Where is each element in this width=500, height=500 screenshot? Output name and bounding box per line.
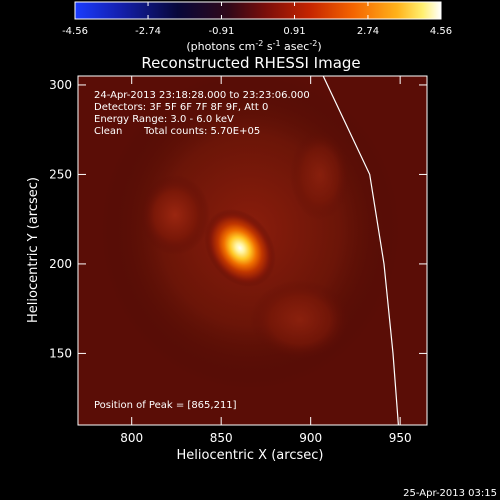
x-tick-label: 800 xyxy=(120,431,143,445)
colorbar-tick-label: 0.91 xyxy=(283,26,305,37)
solar-limb-line xyxy=(322,76,399,425)
y-tick-label: 300 xyxy=(49,78,72,92)
x-axis-label: Heliocentric X (arcsec) xyxy=(177,448,324,463)
x-tick-label: 900 xyxy=(299,431,322,445)
map-lobe-upper xyxy=(290,130,350,220)
y-axis-ticks: 150 200 250 300 xyxy=(49,78,427,360)
x-axis-ticks: 800 850 900 950 xyxy=(120,76,412,445)
info-algorithm: Clean xyxy=(94,126,122,137)
colorbar-units: (photons cm-2 s-1 asec-2) xyxy=(186,39,321,53)
colorbar-tick-label: 4.56 xyxy=(430,26,452,37)
info-detectors: Detectors: 3F 5F 6F 7F 8F 9F, Att 0 xyxy=(94,102,268,113)
peak-position-label: Position of Peak = [865,211] xyxy=(94,400,237,411)
map-lobe-lower xyxy=(250,280,350,360)
footer-timestamp: 25-Apr-2013 03:15 xyxy=(403,488,497,499)
colorbar-bar xyxy=(74,1,442,20)
colorbar-ticks: -4.56 -2.74 -0.91 0.91 2.74 4.56 xyxy=(62,2,452,37)
info-energy-range: Energy Range: 3.0 - 6.0 keV xyxy=(94,114,234,125)
y-axis-label: Heliocentric Y (arcsec) xyxy=(26,177,41,323)
x-tick-label: 950 xyxy=(389,431,412,445)
colorbar-tick-label: -0.91 xyxy=(209,26,235,37)
info-time-range: 24-Apr-2013 23:18:28.000 to 23:23:06.000 xyxy=(94,90,310,101)
colorbar-tick-label: 2.74 xyxy=(357,26,379,37)
y-tick-label: 150 xyxy=(49,346,72,360)
colorbar-tick-label: -2.74 xyxy=(135,26,161,37)
map-image xyxy=(78,76,427,425)
info-total-counts: Total counts: 5.70E+05 xyxy=(143,126,260,137)
plot-frame xyxy=(77,75,428,426)
x-tick-label: 850 xyxy=(210,431,233,445)
y-tick-label: 250 xyxy=(49,167,72,181)
y-tick-label: 200 xyxy=(49,257,72,271)
hxr-source xyxy=(204,209,276,287)
plot-title: Reconstructed RHESSI Image xyxy=(141,54,360,72)
map-secondary-lobe xyxy=(140,175,210,255)
colorbar-tick-label: -4.56 xyxy=(62,26,88,37)
